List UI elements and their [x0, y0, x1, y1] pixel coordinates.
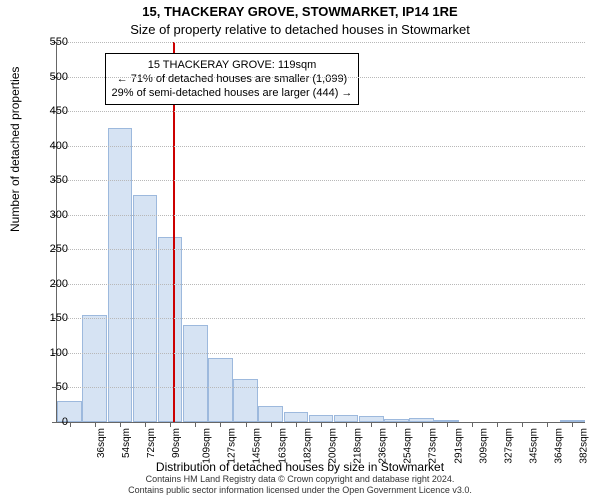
info-line: 15 THACKERAY GROVE: 119sqm — [112, 58, 353, 72]
y-tick-label: 550 — [28, 36, 68, 48]
gridline — [57, 318, 585, 319]
bar — [208, 358, 233, 422]
x-tick-label: 327sqm — [503, 428, 514, 464]
gridline — [57, 284, 585, 285]
x-tick-label: 291sqm — [453, 428, 464, 464]
bar — [384, 419, 409, 422]
x-tick-label: 127sqm — [227, 428, 238, 464]
gridline — [57, 249, 585, 250]
x-tick-label: 54sqm — [121, 428, 132, 458]
x-tick-label: 182sqm — [302, 428, 313, 464]
y-tick-label: 300 — [28, 209, 68, 221]
x-tick-label: 364sqm — [554, 428, 565, 464]
bar — [359, 416, 384, 422]
bar — [108, 128, 133, 422]
x-axis-label: Distribution of detached houses by size … — [0, 460, 600, 474]
footer-line: Contains public sector information licen… — [128, 485, 472, 495]
info-line: ← 71% of detached houses are smaller (1,… — [112, 72, 353, 86]
info-box: 15 THACKERAY GROVE: 119sqm ← 71% of deta… — [105, 53, 360, 105]
gridline — [57, 387, 585, 388]
footer-line: Contains HM Land Registry data © Crown c… — [146, 474, 455, 484]
bar — [409, 418, 434, 422]
gridline — [57, 180, 585, 181]
bar — [560, 420, 585, 422]
y-tick-label: 250 — [28, 243, 68, 255]
y-tick-label: 0 — [28, 416, 68, 428]
x-tick-label: 273sqm — [428, 428, 439, 464]
y-axis-label: Number of detached properties — [8, 67, 22, 232]
y-tick-label: 500 — [28, 71, 68, 83]
x-tick-label: 345sqm — [529, 428, 540, 464]
bar — [309, 415, 334, 422]
y-tick-label: 450 — [28, 105, 68, 117]
page-title: 15, THACKERAY GROVE, STOWMARKET, IP14 1R… — [0, 4, 600, 19]
x-tick-label: 218sqm — [353, 428, 364, 464]
y-tick-label: 350 — [28, 174, 68, 186]
gridline — [57, 146, 585, 147]
bar — [334, 415, 359, 422]
info-line: 29% of semi-detached houses are larger (… — [112, 86, 353, 100]
bar — [183, 325, 208, 422]
bar — [158, 237, 183, 422]
x-tick-label: 109sqm — [202, 428, 213, 464]
x-tick-label: 236sqm — [378, 428, 389, 464]
x-tick-label: 145sqm — [252, 428, 263, 464]
x-tick-label: 200sqm — [327, 428, 338, 464]
bar — [258, 406, 283, 422]
x-tick-label: 36sqm — [96, 428, 107, 458]
x-tick-label: 309sqm — [478, 428, 489, 464]
y-tick-label: 200 — [28, 278, 68, 290]
page-subtitle: Size of property relative to detached ho… — [0, 22, 600, 37]
x-tick-label: 90sqm — [171, 428, 182, 458]
chart-plot-area: 15 THACKERAY GROVE: 119sqm ← 71% of deta… — [56, 42, 585, 423]
bar — [284, 412, 309, 422]
footer-text: Contains HM Land Registry data © Crown c… — [0, 474, 600, 496]
y-tick-label: 100 — [28, 347, 68, 359]
bar — [434, 420, 459, 422]
gridline — [57, 215, 585, 216]
gridline — [57, 42, 585, 43]
gridline — [57, 111, 585, 112]
bar — [233, 379, 258, 422]
y-tick-label: 50 — [28, 381, 68, 393]
x-tick-label: 254sqm — [403, 428, 414, 464]
gridline — [57, 353, 585, 354]
y-tick-label: 150 — [28, 312, 68, 324]
bar — [82, 315, 107, 422]
x-tick-label: 382sqm — [579, 428, 590, 464]
x-tick-label: 163sqm — [277, 428, 288, 464]
x-tick-label: 72sqm — [146, 428, 157, 458]
gridline — [57, 77, 585, 78]
y-tick-label: 400 — [28, 140, 68, 152]
